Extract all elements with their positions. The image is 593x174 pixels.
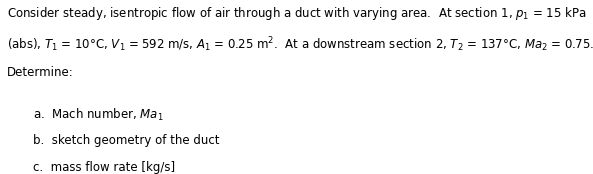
Text: Consider steady, isentropic flow of air through a duct with varying area.  At se: Consider steady, isentropic flow of air … [7, 5, 587, 22]
Text: Determine:: Determine: [7, 66, 74, 79]
Text: b.  sketch geometry of the duct: b. sketch geometry of the duct [33, 134, 219, 147]
Text: c.  mass flow rate [kg/s]: c. mass flow rate [kg/s] [33, 161, 175, 174]
Text: (abs), $T_1$ = 10°C, $V_1$ = 592 m/s, $A_1$ = 0.25 m$^2$.  At a downstream secti: (abs), $T_1$ = 10°C, $V_1$ = 592 m/s, $A… [7, 36, 593, 54]
Text: a.  Mach number, $Ma_1$: a. Mach number, $Ma_1$ [33, 107, 163, 123]
